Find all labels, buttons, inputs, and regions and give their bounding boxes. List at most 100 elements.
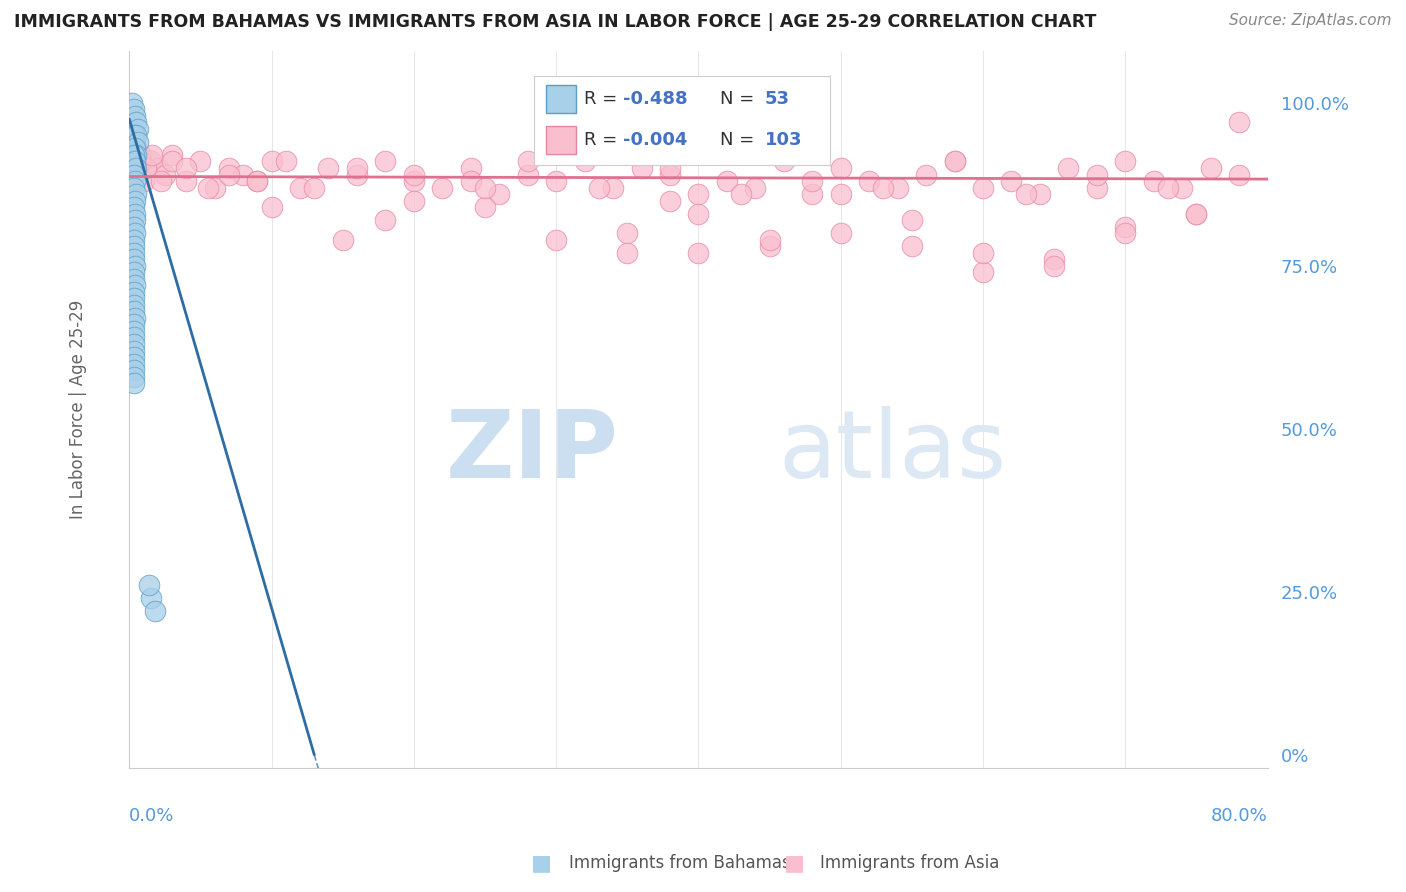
Point xyxy=(139,591,162,606)
Point xyxy=(122,292,145,306)
Point xyxy=(274,154,297,169)
Text: Immigrants from Asia: Immigrants from Asia xyxy=(820,855,1000,872)
Point xyxy=(346,168,368,182)
Point xyxy=(1185,207,1208,221)
Point xyxy=(160,154,183,169)
Point xyxy=(125,115,148,129)
Point xyxy=(122,272,145,286)
Point xyxy=(1015,187,1038,202)
Point xyxy=(1057,161,1080,175)
Point xyxy=(149,174,172,188)
Text: 53: 53 xyxy=(765,90,790,108)
Point xyxy=(288,180,311,194)
Point xyxy=(972,180,994,194)
Point xyxy=(1085,168,1108,182)
Point xyxy=(125,161,148,175)
Point xyxy=(830,187,852,202)
Point xyxy=(122,148,145,162)
Bar xyxy=(546,85,575,113)
Point xyxy=(122,245,145,260)
Point xyxy=(122,103,145,117)
Point xyxy=(124,141,146,155)
Point xyxy=(218,161,240,175)
Point xyxy=(135,161,157,175)
Point xyxy=(801,174,824,188)
Point xyxy=(374,154,396,169)
Point xyxy=(122,239,145,253)
Point xyxy=(125,148,148,162)
Text: R =: R = xyxy=(585,90,623,108)
Point xyxy=(546,233,568,247)
Text: Immigrants from Bahamas: Immigrants from Bahamas xyxy=(569,855,792,872)
Point xyxy=(688,187,710,202)
Point xyxy=(901,213,924,227)
Point xyxy=(125,128,148,143)
Point xyxy=(1114,154,1136,169)
Text: In Labor Force | Age 25-29: In Labor Force | Age 25-29 xyxy=(69,300,87,519)
Point xyxy=(125,141,148,155)
Point xyxy=(122,304,145,318)
Point xyxy=(190,154,212,169)
Point xyxy=(972,245,994,260)
Point xyxy=(758,233,780,247)
Point xyxy=(772,154,794,169)
Point xyxy=(602,180,624,194)
Point xyxy=(146,161,169,175)
Point xyxy=(943,154,966,169)
Bar xyxy=(546,126,575,154)
Point xyxy=(374,213,396,227)
Point xyxy=(124,259,146,273)
Text: Source: ZipAtlas.com: Source: ZipAtlas.com xyxy=(1229,13,1392,29)
Point xyxy=(122,298,145,312)
Point xyxy=(901,239,924,253)
Point xyxy=(122,343,145,358)
Point xyxy=(730,187,752,202)
Point xyxy=(122,350,145,364)
Point xyxy=(474,180,496,194)
Point xyxy=(122,233,145,247)
Point xyxy=(830,226,852,240)
Point xyxy=(616,245,638,260)
Point xyxy=(744,180,766,194)
Point xyxy=(474,200,496,214)
Point xyxy=(1227,115,1250,129)
Point xyxy=(122,265,145,279)
Point xyxy=(160,148,183,162)
Point xyxy=(1043,259,1066,273)
Point xyxy=(432,180,454,194)
Point xyxy=(1143,174,1166,188)
Point xyxy=(659,194,682,208)
Point xyxy=(174,174,197,188)
Point xyxy=(1114,219,1136,234)
Point xyxy=(402,174,425,188)
Point xyxy=(801,187,824,202)
Point xyxy=(402,194,425,208)
Point xyxy=(630,161,652,175)
Point xyxy=(943,154,966,169)
Point xyxy=(332,233,354,247)
Point xyxy=(574,154,596,169)
Point xyxy=(121,141,143,155)
Text: -0.488: -0.488 xyxy=(623,90,688,108)
Point xyxy=(143,604,166,618)
Point xyxy=(858,174,880,188)
Point xyxy=(1029,187,1052,202)
Point xyxy=(1199,161,1222,175)
Point xyxy=(197,180,219,194)
Point xyxy=(616,226,638,240)
Text: N =: N = xyxy=(720,131,761,149)
Point xyxy=(204,180,226,194)
Point xyxy=(153,168,176,182)
Point xyxy=(122,168,145,182)
Point xyxy=(122,180,145,194)
Point xyxy=(232,168,254,182)
Point xyxy=(124,213,146,227)
Point xyxy=(132,174,155,188)
Point xyxy=(122,324,145,338)
Text: N =: N = xyxy=(720,90,766,108)
Point xyxy=(138,578,160,592)
Point xyxy=(516,154,538,169)
Point xyxy=(122,363,145,377)
Text: 103: 103 xyxy=(765,131,801,149)
Point xyxy=(972,265,994,279)
